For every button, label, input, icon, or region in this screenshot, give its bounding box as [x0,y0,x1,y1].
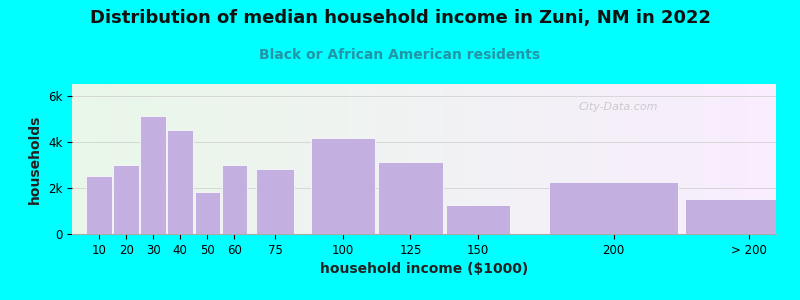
Bar [140,116,166,234]
Bar [446,205,510,234]
Bar [222,165,247,234]
Bar [167,130,193,234]
Bar [685,200,800,234]
Bar [256,169,294,234]
Bar [550,182,678,234]
Bar [114,165,139,234]
Bar [310,138,375,234]
Bar [194,193,220,234]
X-axis label: household income ($1000): household income ($1000) [320,262,528,276]
Bar [378,163,442,234]
Text: Black or African American residents: Black or African American residents [259,48,541,62]
Text: City-Data.com: City-Data.com [579,102,658,112]
Y-axis label: households: households [28,114,42,204]
Bar [86,176,112,234]
Text: Distribution of median household income in Zuni, NM in 2022: Distribution of median household income … [90,9,710,27]
